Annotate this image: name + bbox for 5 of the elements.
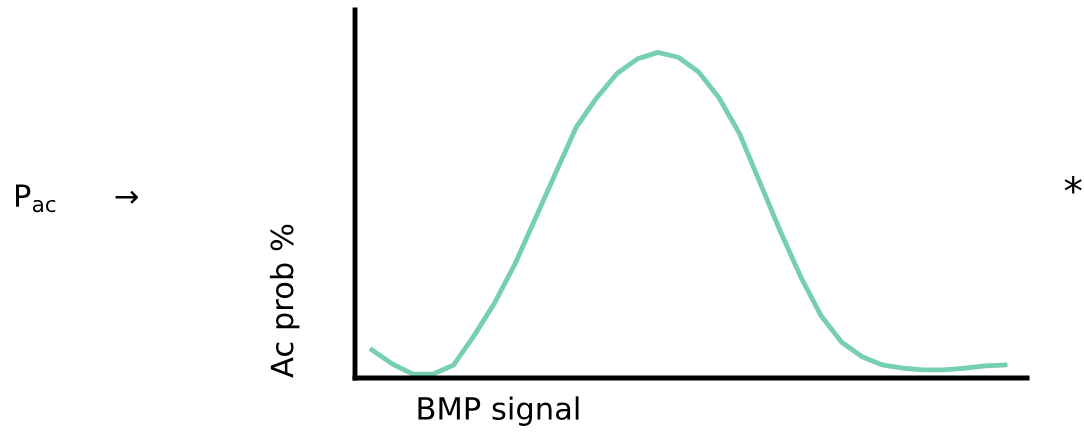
y-axis-title: Ac prob % (269, 224, 300, 378)
text: * (1064, 175, 1082, 194)
text: P$_{ac}$ (16, 184, 56, 213)
x-axis-title: BMP signal (418, 396, 579, 426)
text: → (115, 190, 138, 204)
